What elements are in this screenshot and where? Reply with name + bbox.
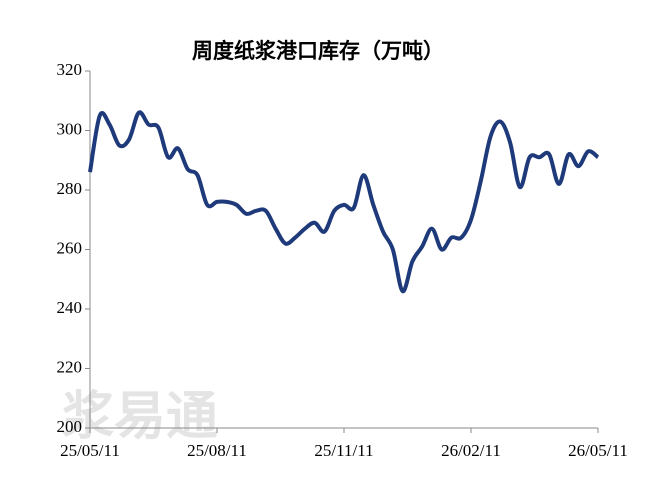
y-tick-label: 320 — [57, 60, 83, 79]
y-tick-label: 220 — [57, 357, 83, 376]
watermark: 浆易通 — [62, 387, 218, 447]
x-tick-label: 26/02/11 — [441, 441, 501, 460]
y-tick-label: 260 — [57, 238, 83, 257]
y-tick-label: 300 — [57, 119, 83, 138]
x-tick-label: 25/05/11 — [60, 441, 120, 460]
data-line — [88, 110, 600, 294]
y-tick-label: 240 — [57, 298, 83, 317]
x-tick-label: 25/11/11 — [314, 441, 373, 460]
y-tick-label: 280 — [57, 179, 83, 198]
x-tick-label: 25/08/11 — [187, 441, 247, 460]
chart-title: 周度纸浆港口库存（万吨） — [192, 39, 444, 63]
y-tick-label: 200 — [57, 417, 83, 436]
x-tick-label: 26/05/11 — [568, 441, 628, 460]
